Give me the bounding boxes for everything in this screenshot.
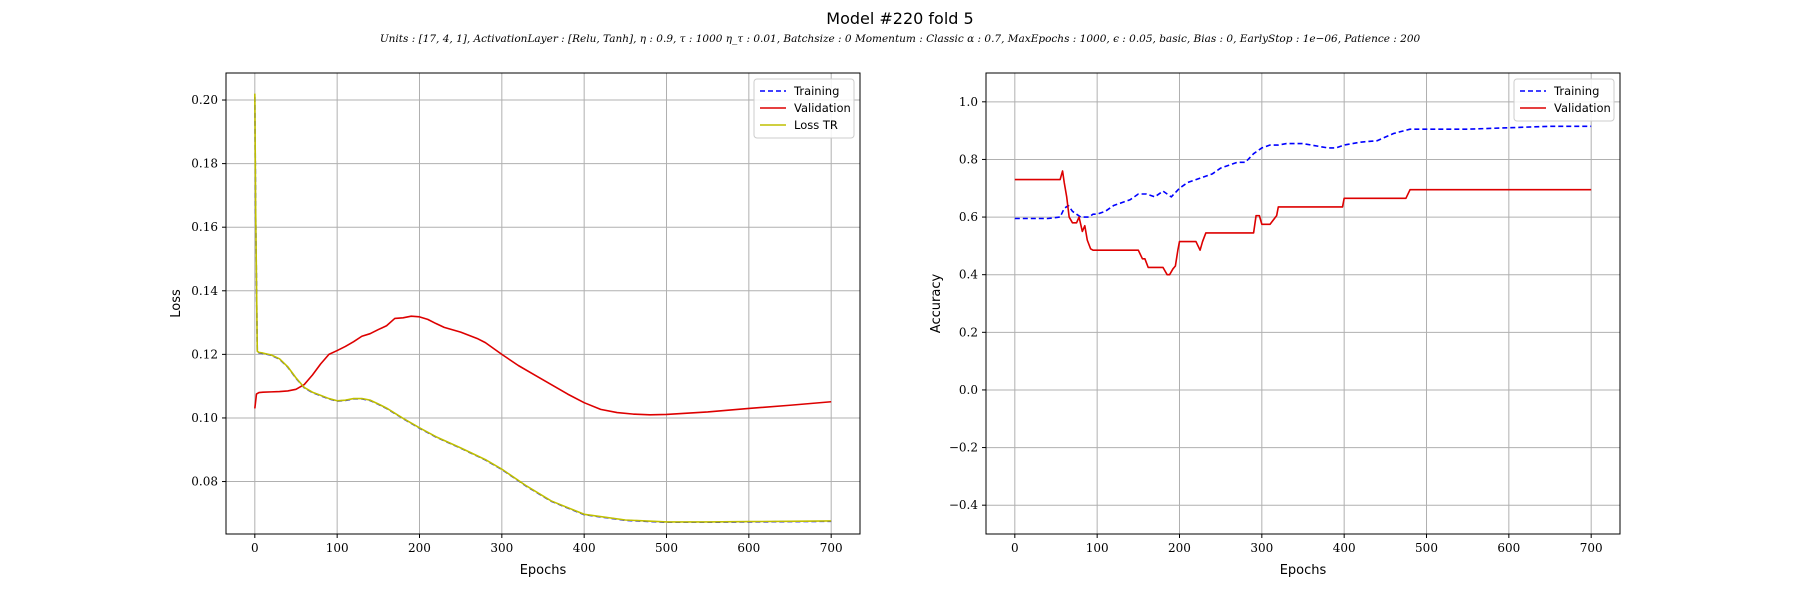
y-tick-label: 0.18 [191,157,218,171]
y-tick-label: 0.10 [191,411,218,425]
x-axis-label: Epochs [1280,563,1327,578]
y-tick-label: 0.8 [959,152,978,166]
plot-frame [985,72,1621,535]
y-axis-label: Loss [169,289,184,318]
x-tick-label: 300 [1250,541,1273,555]
y-tick-label: 0.4 [959,268,978,282]
accuracy-panel: 0 100 200 300 400 500 600 700 −0.4 −0.2 0.0 0.2 0.4 0… [929,72,1621,578]
x-tick-label: 0 [251,541,259,555]
x-tick-label: 400 [573,541,596,555]
x-tick-label: 700 [1580,541,1603,555]
legend-entry: Loss TR [794,118,838,132]
x-tick-label: 300 [490,541,513,555]
x-tick-label: 100 [326,541,349,555]
plot-frame [225,72,861,535]
y-tick-label: 0.20 [191,93,218,107]
x-tick-label: 500 [1415,541,1438,555]
x-tick-label: 600 [1497,541,1520,555]
series-line-validation [1014,170,1592,276]
series-line-validation [254,315,832,416]
legend-entry: Validation [1554,101,1611,115]
series-line-training [254,96,832,524]
series-line-loss-tr [254,93,832,523]
legend-box [753,78,855,139]
x-tick-label: 500 [655,541,678,555]
x-axis-label: Epochs [520,563,567,578]
legend-entry: Training [1553,84,1599,98]
y-tick-label: 0.2 [959,325,978,339]
figure-title: Model #220 fold 5 [826,9,973,28]
y-tick-label: 1.0 [959,95,978,109]
x-tick-label: 0 [1011,541,1019,555]
x-tick-label: 600 [737,541,760,555]
x-tick-label: 200 [1168,541,1191,555]
y-tick-label: 0.08 [191,475,218,489]
y-tick-label: −0.2 [949,441,978,455]
y-tick-label: 0.14 [191,284,218,298]
loss-panel: 0 100 200 300 400 500 600 700 0.08 0.10 0.12 0.14 0.… [169,72,861,578]
series-line-training [1014,125,1592,220]
y-tick-label: 0.16 [191,220,218,234]
legend-entry: Training [793,84,839,98]
legend-entry: Validation [794,101,851,115]
legend: Training Validation Loss TR [753,78,855,139]
y-tick-label: 0.12 [191,347,218,361]
figure-subtitle: Units : [17, 4, 1], ActivationLayer : [R… [380,33,1421,45]
y-tick-label: 0.6 [959,210,978,224]
y-axis-label: Accuracy [929,274,944,334]
x-tick-label: 700 [820,541,843,555]
x-tick-label: 100 [1086,541,1109,555]
x-tick-label: 200 [408,541,431,555]
y-tick-label: 0.0 [959,383,978,397]
legend-box [1513,78,1615,122]
y-tick-label: −0.4 [949,498,979,512]
legend: Training Validation [1513,78,1615,122]
x-tick-label: 400 [1333,541,1356,555]
